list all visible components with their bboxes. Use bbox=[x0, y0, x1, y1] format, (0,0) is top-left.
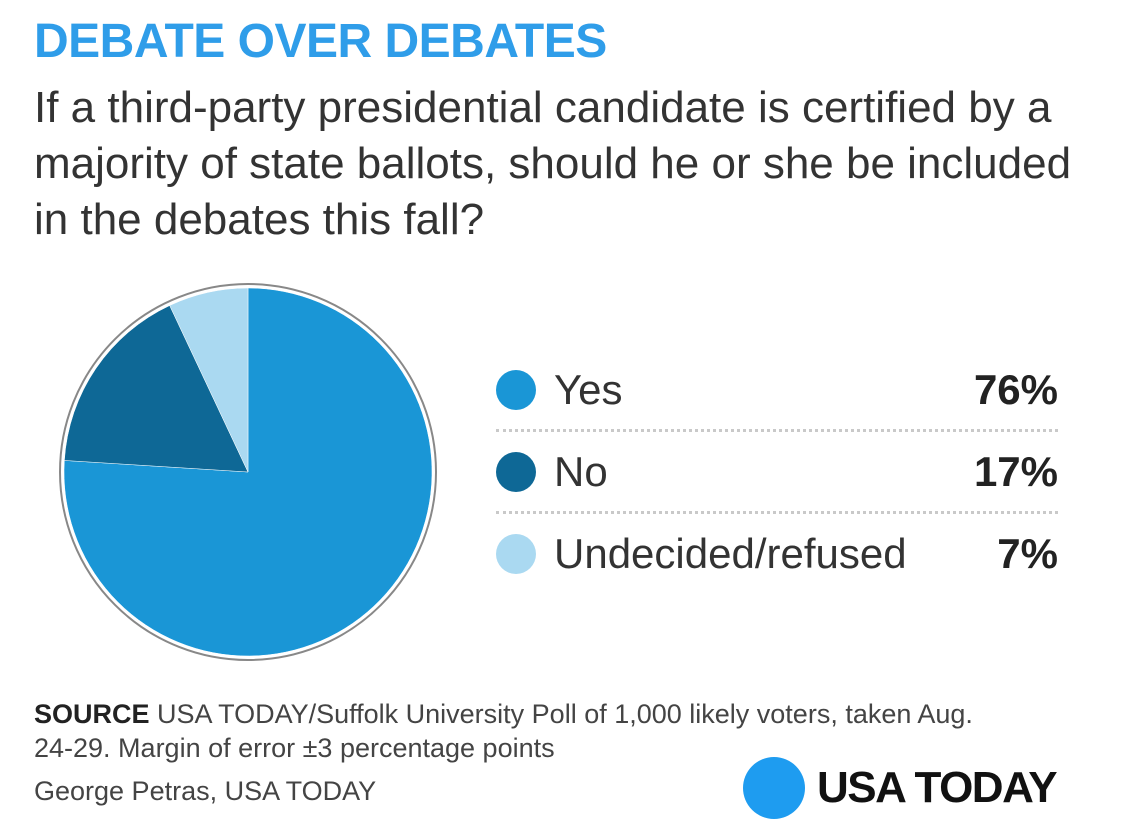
pie-chart bbox=[58, 282, 438, 662]
legend-label-no: No bbox=[554, 447, 608, 495]
logo-circle-icon bbox=[743, 757, 805, 819]
legend-swatch-no bbox=[496, 451, 536, 492]
pie-slice-undecided bbox=[169, 287, 249, 473]
pie-slice-yes bbox=[63, 287, 433, 657]
legend-value-yes: 76% bbox=[973, 365, 1058, 413]
legend-item-no: No 17% bbox=[496, 432, 1058, 514]
legend-swatch-yes bbox=[496, 369, 536, 410]
legend-swatch-undecided bbox=[496, 533, 536, 574]
pie-slices bbox=[63, 287, 433, 657]
chart-title: DEBATE OVER DEBATES bbox=[34, 15, 607, 68]
legend: Yes 76% No 17% Undecided/refused 7% bbox=[496, 350, 1058, 593]
legend-label-yes: Yes bbox=[554, 365, 623, 413]
legend-value-no: 17% bbox=[973, 447, 1058, 495]
pie-chart-svg bbox=[59, 283, 437, 661]
logo-text: USA TODAY bbox=[817, 763, 1058, 812]
source-text: USA TODAY/Suffolk University Poll of 1,0… bbox=[34, 699, 973, 763]
source-label: SOURCE bbox=[34, 699, 150, 729]
legend-item-yes: Yes 76% bbox=[496, 350, 1058, 432]
usa-today-logo: USA TODAY bbox=[743, 756, 1058, 820]
legend-value-undecided: 7% bbox=[997, 529, 1058, 577]
source-note: SOURCE USA TODAY/Suffolk University Poll… bbox=[34, 697, 1014, 765]
pie-slice-no bbox=[64, 305, 249, 473]
legend-item-undecided: Undecided/refused 7% bbox=[496, 514, 1058, 593]
credit-line: George Petras, USA TODAY bbox=[34, 776, 377, 806]
chart-question: If a third-party presidential candidate … bbox=[34, 83, 1072, 244]
legend-label-undecided: Undecided/refused bbox=[554, 529, 907, 577]
